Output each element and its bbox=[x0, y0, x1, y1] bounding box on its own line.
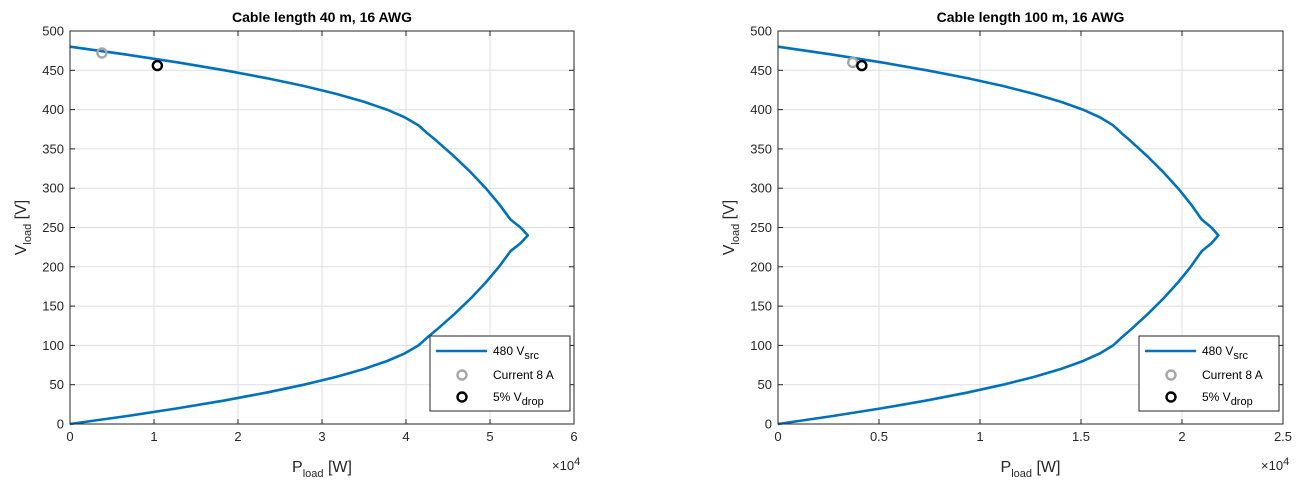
y-tick-label: 200 bbox=[750, 259, 772, 274]
chart-2: 0 0.5 1 1.5 2 2.5 0 50 100 150 200 250 300 350 400 450 5… bbox=[721, 9, 1292, 480]
marker-5pct-vdrop bbox=[151, 59, 164, 72]
y-axis-label: Vload [V] bbox=[721, 200, 742, 255]
x-tick-label: 1 bbox=[150, 429, 157, 444]
y-tick-label: 300 bbox=[42, 181, 64, 196]
y-tick-label: 100 bbox=[750, 338, 772, 353]
y-tick-label: 350 bbox=[750, 141, 772, 156]
x-tick-label: 3 bbox=[318, 429, 325, 444]
y-tick-label: 400 bbox=[750, 102, 772, 117]
x-tick-label: 0.5 bbox=[870, 429, 888, 444]
y-axis-label: Vload [V] bbox=[13, 200, 34, 255]
x-tick-label: 2 bbox=[1178, 429, 1185, 444]
x-tick-label: 5 bbox=[486, 429, 493, 444]
legend-marker-current bbox=[456, 369, 468, 381]
x-tick-label: 0 bbox=[66, 429, 73, 444]
marker-5pct-vdrop bbox=[856, 59, 868, 72]
y-tick-label: 450 bbox=[750, 63, 772, 78]
legend-label-480v: 480 Vsrc bbox=[493, 344, 540, 362]
x-tick-label: 4 bbox=[402, 429, 409, 444]
y-tick-label: 250 bbox=[42, 220, 64, 235]
y-tick-label: 350 bbox=[42, 141, 64, 156]
legend-marker-current bbox=[1165, 369, 1177, 381]
y-tick-label: 50 bbox=[50, 377, 64, 392]
x-exponent-label: ×104 bbox=[552, 456, 580, 473]
legend-box bbox=[1138, 335, 1280, 412]
x-axis-label: Pload [W] bbox=[292, 459, 352, 480]
x-axis-label: Pload [W] bbox=[1001, 459, 1061, 480]
legend-label-current: Current 8 A bbox=[493, 368, 554, 382]
x-tick-label: 2 bbox=[234, 429, 241, 444]
y-tick-label: 150 bbox=[750, 299, 772, 314]
legend-label-vdrop: 5% Vdrop bbox=[1202, 390, 1253, 408]
y-tick-label: 100 bbox=[42, 338, 64, 353]
y-tick-label: 0 bbox=[765, 417, 772, 432]
legend-label-480v: 480 Vsrc bbox=[1202, 344, 1249, 362]
series-line-480v bbox=[777, 45, 1220, 426]
x-tick-label: 1 bbox=[976, 429, 983, 444]
x-tick-label: 6 bbox=[570, 429, 577, 444]
y-tick-label: 200 bbox=[42, 259, 64, 274]
legend-label-current: Current 8 A bbox=[1202, 368, 1263, 382]
y-tick-label: 450 bbox=[42, 63, 64, 78]
y-tick-label: 50 bbox=[758, 377, 772, 392]
chart-1: 0 1 2 3 4 5 6 0 50 100 150 200 250 300 350 400 450 500 ×10… bbox=[13, 9, 580, 480]
x-tick-label: 0 bbox=[774, 429, 781, 444]
y-tick-label: 150 bbox=[42, 299, 64, 314]
legend-marker-vdrop bbox=[1165, 391, 1177, 403]
y-tick-label: 500 bbox=[42, 24, 64, 39]
chart-title: Cable length 100 m, 16 AWG bbox=[937, 9, 1125, 25]
legend-label-vdrop: 5% Vdrop bbox=[493, 390, 544, 408]
legend-marker-vdrop bbox=[456, 391, 468, 403]
y-tick-label: 400 bbox=[42, 102, 64, 117]
y-tick-label: 0 bbox=[57, 417, 64, 432]
y-tick-label: 300 bbox=[750, 181, 772, 196]
x-exponent-label: ×104 bbox=[1261, 456, 1289, 473]
marker-current-8a bbox=[96, 47, 108, 59]
y-tick-label: 500 bbox=[750, 24, 772, 39]
legend-box bbox=[429, 335, 571, 412]
chart-title: Cable length 40 m, 16 AWG bbox=[232, 9, 412, 25]
series-line-480v bbox=[69, 45, 530, 426]
legend: 480 Vsrc Current 8 A 5% Vdrop bbox=[1138, 335, 1280, 412]
x-tick-label: 2.5 bbox=[1274, 429, 1292, 444]
y-tick-label: 250 bbox=[750, 220, 772, 235]
legend: 480 Vsrc Current 8 A 5% Vdrop bbox=[429, 335, 571, 412]
x-tick-label: 1.5 bbox=[1072, 429, 1090, 444]
